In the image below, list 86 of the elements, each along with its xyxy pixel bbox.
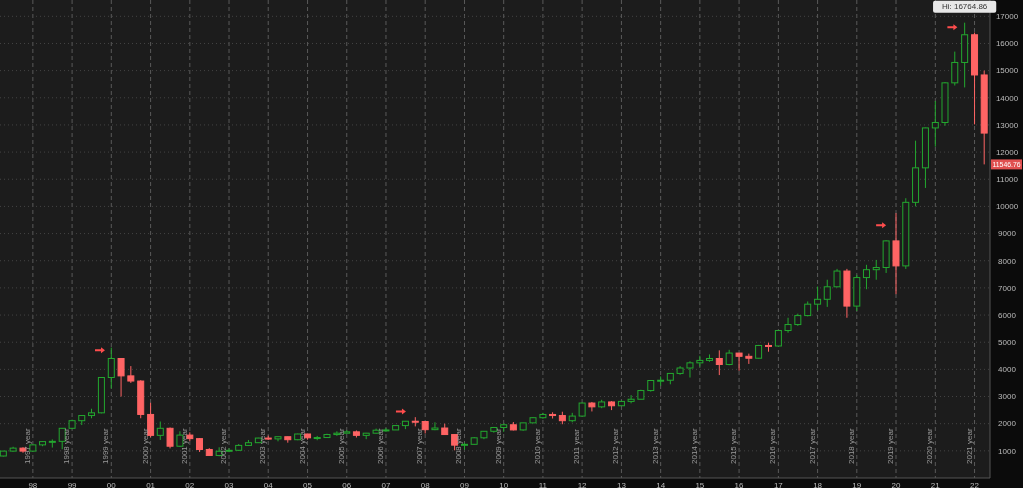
annotation: 1997 year bbox=[22, 428, 32, 464]
y-tick-label: 17000 bbox=[995, 12, 1019, 22]
annotation: 2015 year bbox=[729, 428, 739, 464]
candlestick bbox=[951, 51, 959, 87]
x-tick-label: 09 bbox=[460, 480, 470, 488]
x-tick-label: 20 bbox=[891, 480, 901, 488]
candlestick bbox=[225, 447, 233, 453]
x-tick-label: 18 bbox=[813, 480, 823, 488]
y-tick-label: 5000 bbox=[998, 338, 1017, 347]
x-tick-label: 11 bbox=[538, 480, 548, 488]
annotation: 2019 year bbox=[886, 428, 896, 464]
y-tick-label: 7000 bbox=[998, 283, 1017, 293]
y-tick-label: 6000 bbox=[998, 310, 1017, 320]
annotation: 2016 year bbox=[768, 428, 778, 464]
annotation: 1999 year bbox=[101, 428, 111, 464]
candlestick bbox=[872, 259, 880, 281]
x-tick-label: 13 bbox=[616, 480, 627, 488]
x-tick-label: 00 bbox=[106, 480, 117, 488]
candlestick bbox=[931, 100, 939, 148]
candlestick bbox=[735, 352, 743, 372]
candlestick bbox=[117, 358, 125, 398]
candlestick bbox=[156, 421, 164, 441]
annotation: 2017 year bbox=[807, 428, 817, 464]
annotation: 2006 year bbox=[375, 428, 385, 464]
candlestick bbox=[686, 360, 694, 379]
annotation: 2020 year bbox=[925, 428, 935, 464]
candlestick bbox=[862, 264, 870, 290]
annotation: 1998 year bbox=[62, 428, 72, 464]
candlestick bbox=[166, 426, 174, 449]
x-tick-label: 07 bbox=[381, 480, 391, 488]
x-tick-label: 15 bbox=[695, 480, 705, 488]
x-tick-label: 02 bbox=[185, 480, 195, 488]
x-tick-label: 04 bbox=[263, 480, 274, 488]
candlestick bbox=[715, 349, 723, 376]
x-tick-label: 12 bbox=[577, 480, 588, 488]
annotation: 2001 year bbox=[179, 428, 189, 464]
y-tick-label: 16000 bbox=[995, 39, 1019, 49]
annotation: 2014 year bbox=[689, 428, 699, 464]
candlestick bbox=[107, 347, 115, 389]
annotation: 2002 year bbox=[219, 428, 229, 464]
y-tick-label: 3000 bbox=[998, 392, 1017, 402]
y-tick-label: 13000 bbox=[995, 120, 1019, 130]
annotation: 2005 year bbox=[336, 428, 346, 464]
x-tick-label: 16 bbox=[734, 480, 745, 488]
x-tick-label: 98 bbox=[28, 480, 38, 488]
y-tick-label: 2000 bbox=[998, 419, 1017, 429]
candlestick bbox=[823, 279, 831, 308]
candlestick bbox=[627, 394, 635, 404]
annotation: Hi: 16764.86 bbox=[941, 2, 988, 12]
annotation: 2008 year bbox=[454, 428, 464, 464]
annotation: 2009 year bbox=[493, 428, 503, 464]
y-tick-label: 14000 bbox=[995, 93, 1019, 103]
annotation: 2011 year bbox=[572, 428, 582, 464]
x-tick-label: 21 bbox=[930, 480, 941, 488]
x-tick-label: 19 bbox=[852, 480, 862, 488]
annotation: 2018 year bbox=[846, 428, 856, 464]
y-tick-label: 15000 bbox=[995, 66, 1019, 76]
x-tick-label: 03 bbox=[224, 480, 235, 488]
y-tick-label: 11000 bbox=[996, 175, 1019, 185]
x-tick-label: 01 bbox=[146, 480, 156, 488]
annotation: 2012 year bbox=[611, 428, 621, 464]
y-tick-label: 9000 bbox=[998, 229, 1017, 239]
candlestick bbox=[784, 317, 792, 334]
candlestick bbox=[814, 286, 822, 311]
annotation: 2000 year bbox=[140, 428, 150, 464]
x-tick-label: 17 bbox=[773, 480, 784, 488]
x-tick-label: 99 bbox=[67, 480, 78, 488]
y-tick-label: 12000 bbox=[995, 147, 1019, 157]
y-tick-label: 4000 bbox=[998, 365, 1017, 375]
x-tick-label: 10 bbox=[499, 480, 509, 488]
annotation: 2013 year bbox=[650, 428, 660, 464]
y-tick-label: 8000 bbox=[998, 256, 1017, 266]
y-tick-label: 1000 bbox=[998, 446, 1017, 456]
candlestick bbox=[696, 355, 704, 368]
annotation: 2003 year bbox=[258, 428, 268, 464]
y-tick-label: 10000 bbox=[995, 202, 1019, 212]
candlestick bbox=[431, 421, 439, 431]
x-tick-label: 14 bbox=[656, 480, 666, 488]
annotation: 2021 year bbox=[964, 428, 974, 464]
x-tick-label: 22 bbox=[970, 480, 980, 488]
annotation: 2004 year bbox=[297, 428, 307, 464]
x-tick-label: 08 bbox=[420, 480, 431, 488]
annotation: 2010 year bbox=[532, 428, 542, 464]
x-tick-label: 05 bbox=[303, 480, 313, 488]
x-tick-label: 06 bbox=[342, 480, 352, 488]
annotation: 2007 year bbox=[415, 428, 425, 464]
